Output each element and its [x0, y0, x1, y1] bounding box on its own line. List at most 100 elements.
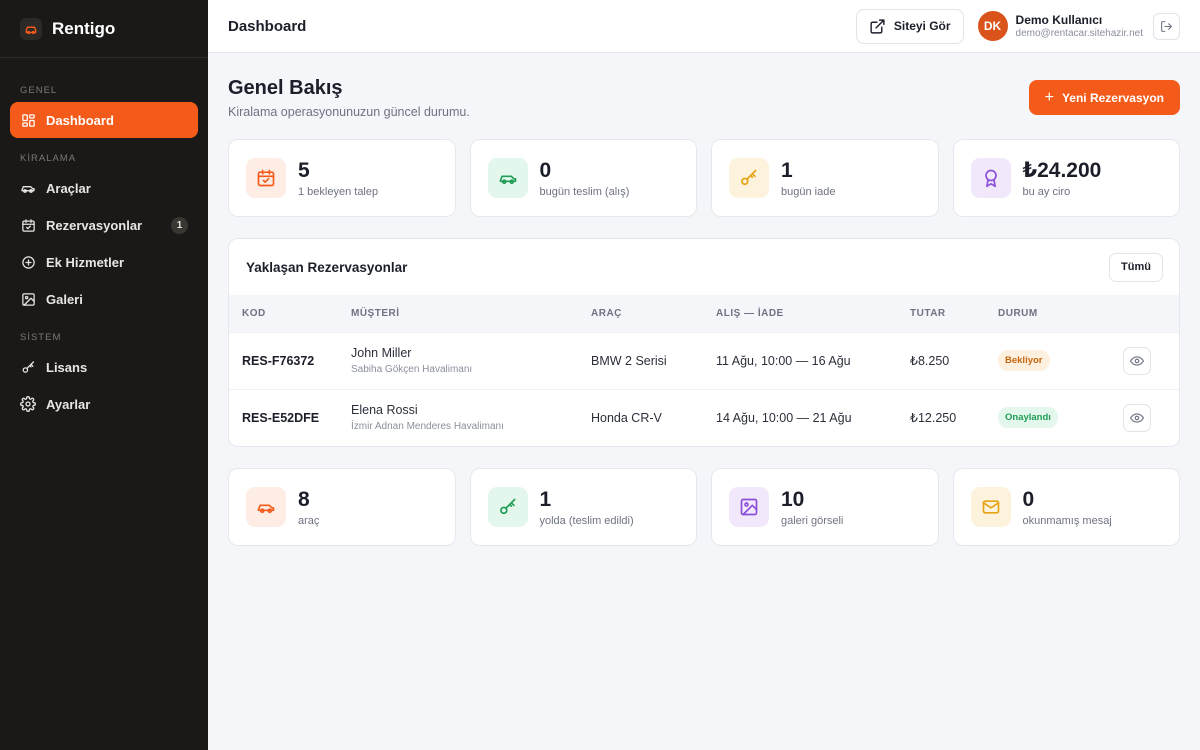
- sidebar-item-label: Lisans: [46, 359, 88, 375]
- image-icon: [729, 487, 769, 527]
- sidebar-item-ayarlar[interactable]: Ayarlar: [10, 386, 198, 422]
- date-range: 11 Ağu, 10:00 — 16 Ağu: [716, 353, 851, 368]
- user-menu[interactable]: DK Demo Kullanıcı demo@rentacar.sitehazi…: [977, 11, 1143, 41]
- stat-label: 1 bekleyen talep: [298, 185, 379, 198]
- customer-name: John Miller: [351, 346, 412, 360]
- view-site-label: Siteyi Gör: [893, 19, 951, 33]
- eye-icon: [1130, 411, 1144, 425]
- col-header-dates[interactable]: ALIŞ — İADE: [716, 307, 784, 319]
- stat-card-revenue[interactable]: ₺24.200 bu ay ciro: [952, 139, 1180, 217]
- stat-value: 0: [539, 158, 552, 182]
- nav-section-sistem: SİSTEM: [20, 332, 62, 343]
- stat-card-returns[interactable]: 1 bugün iade: [711, 139, 939, 217]
- car-logo-icon: [20, 17, 42, 40]
- status-cell: Bekliyor: [998, 332, 1123, 389]
- external-link-icon: [869, 18, 886, 35]
- eye-icon: [1130, 354, 1144, 368]
- stat-value: 8: [298, 487, 310, 511]
- reservation-code: RES-E52DFE: [242, 410, 320, 425]
- sidebar: Rentigo GENEL Dashboard KİRALAMA Araçlar…: [0, 0, 208, 750]
- logout-icon: [1160, 20, 1173, 33]
- sidebar-item-rezervasyonlar[interactable]: Rezervasyonlar 1: [10, 207, 198, 243]
- status-badge: Bekliyor: [998, 350, 1050, 371]
- sidebar-item-galeri[interactable]: Galeri: [10, 281, 198, 317]
- customer-name: Elena Rossi: [351, 403, 418, 418]
- page-title: Genel Bakış: [228, 77, 343, 99]
- status-cell: Onaylandı: [998, 389, 1123, 446]
- car-icon: [487, 158, 528, 198]
- status-badge: Onaylandı: [998, 407, 1058, 429]
- brand-name: Rentigo: [52, 18, 116, 38]
- stat-card-pickups[interactable]: 0 bugün teslim (alış): [469, 139, 697, 217]
- reservations-count-badge: 1: [171, 216, 188, 234]
- sidebar-item-ek-hizmetler[interactable]: Ek Hizmetler: [10, 244, 198, 280]
- logout-button[interactable]: [1153, 12, 1180, 40]
- key-icon: [729, 158, 769, 198]
- sidebar-item-lisans[interactable]: Lisans: [10, 349, 198, 385]
- sidebar-item-araclar[interactable]: Araçlar: [10, 170, 198, 206]
- plus-circle-icon: [20, 254, 36, 270]
- col-header-car[interactable]: ARAÇ: [591, 307, 622, 319]
- stat-card-messages[interactable]: 0 okunmamış mesaj: [952, 468, 1180, 546]
- gear-icon: [20, 396, 36, 412]
- upcoming-reservations-card: Yaklaşan Rezervasyonlar Tümü KOD MÜŞTERİ…: [228, 238, 1180, 447]
- amount: ₺8.250: [910, 354, 950, 368]
- award-icon: [970, 158, 1011, 198]
- car-icon: [20, 180, 36, 196]
- user-name: Demo Kullanıcı: [1015, 13, 1103, 27]
- card-title: Yaklaşan Rezervasyonlar: [246, 259, 408, 275]
- stat-label: bu ay ciro: [1022, 185, 1071, 198]
- pickup-location: İzmir Adnan Menderes Havalimanı: [351, 421, 504, 433]
- car-name: BMW 2 Serisi: [591, 353, 667, 368]
- view-reservation-button[interactable]: [1123, 346, 1151, 375]
- stat-card-gallery[interactable]: 10 galeri görseli: [711, 468, 939, 546]
- car-name: Honda CR-V: [591, 410, 662, 425]
- key-icon: [20, 359, 36, 375]
- col-header-amount[interactable]: TUTAR: [910, 307, 946, 319]
- table-header-row: KOD MÜŞTERİ ARAÇ ALIŞ — İADE TUTAR DURUM: [229, 295, 1179, 332]
- col-header-customer[interactable]: MÜŞTERİ: [351, 307, 400, 319]
- table-row[interactable]: RES-E52DFE Elena Rossi İzmir Adnan Mende…: [229, 389, 1179, 446]
- brand[interactable]: Rentigo: [0, 0, 208, 58]
- customer-cell: Elena Rossi İzmir Adnan Menderes Havalim…: [351, 389, 591, 446]
- page-subtitle: Kiralama operasyonunuzun güncel durumu.: [228, 105, 470, 119]
- new-reservation-label: Yeni Rezervasyon: [1061, 90, 1164, 105]
- stat-label: araç: [298, 514, 320, 527]
- date-range: 14 Ağu, 10:00 — 21 Ağu: [716, 410, 852, 425]
- plus-icon: +: [1044, 88, 1054, 106]
- customer-cell: John Miller Sabiha Gökçen Havalimanı: [351, 332, 591, 389]
- car-icon: [246, 487, 286, 527]
- grid-icon: [20, 112, 36, 128]
- stat-value: 1: [781, 158, 793, 182]
- mail-icon: [970, 487, 1011, 527]
- stat-label: yolda (teslim edildi): [539, 514, 634, 527]
- col-header-actions: [1123, 295, 1179, 332]
- stat-card-on-road[interactable]: 1 yolda (teslim edildi): [469, 468, 697, 546]
- view-all-button[interactable]: Tümü: [1109, 252, 1163, 282]
- pickup-location: Sabiha Gökçen Havalimanı: [351, 364, 473, 375]
- sidebar-item-dashboard[interactable]: Dashboard: [10, 102, 198, 138]
- reservations-table: KOD MÜŞTERİ ARAÇ ALIŞ — İADE TUTAR DURUM…: [229, 295, 1179, 446]
- calendar-check-icon: [246, 158, 286, 198]
- amount: ₺12.250: [910, 411, 957, 426]
- table-row[interactable]: RES-F76372 John Miller Sabiha Gökçen Hav…: [229, 332, 1179, 389]
- sidebar-item-label: Galeri: [46, 291, 83, 307]
- stat-card-requests[interactable]: 5 1 bekleyen talep: [228, 139, 456, 217]
- new-reservation-button[interactable]: + Yeni Rezervasyon: [1028, 80, 1180, 115]
- actions-cell: [1123, 332, 1179, 389]
- col-header-status[interactable]: DURUM: [998, 307, 1038, 319]
- sidebar-item-label: Ayarlar: [46, 396, 91, 412]
- top-header: Dashboard Siteyi Gör DK Demo Kullanıcı d…: [208, 0, 1200, 53]
- stat-value: 5: [298, 158, 310, 182]
- main-content: Genel Bakış Kiralama operasyonunuzun gün…: [228, 53, 1180, 546]
- view-site-button[interactable]: Siteyi Gör: [855, 8, 964, 44]
- stat-label: galeri görseli: [781, 514, 844, 527]
- stat-card-cars[interactable]: 8 araç: [228, 468, 456, 546]
- stat-label: okunmamış mesaj: [1022, 514, 1112, 527]
- stat-value: 0: [1022, 487, 1035, 511]
- view-reservation-button[interactable]: [1123, 403, 1151, 432]
- col-header-code[interactable]: KOD: [242, 307, 266, 319]
- stat-label: bugün teslim (alış): [539, 185, 630, 198]
- header-title: Dashboard: [228, 17, 307, 35]
- stat-value: 10: [781, 487, 805, 511]
